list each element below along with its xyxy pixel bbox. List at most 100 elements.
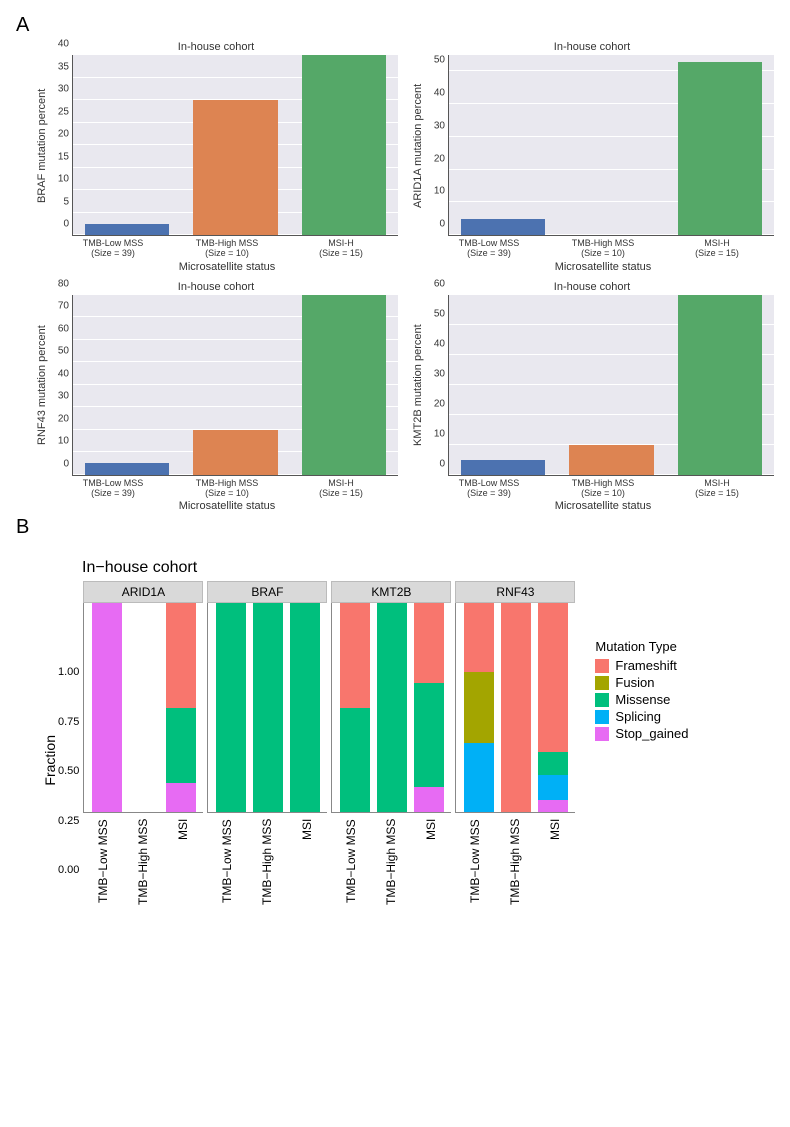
stack-area (331, 603, 451, 813)
xtick-label: TMB-High MSS(Size = 10) (547, 238, 660, 259)
xtick-label: TMB-Low MSS(Size = 39) (57, 478, 170, 499)
xtick-label: TMB−Low MSS (468, 819, 482, 939)
bar (569, 445, 654, 475)
segment (414, 787, 444, 812)
segment (340, 708, 370, 813)
panel-b-yticks: 0.000.250.500.751.00 (58, 666, 83, 876)
xtick-label: MSI-H(Size = 15) (661, 238, 774, 259)
ytick-label: 1.00 (58, 666, 79, 678)
stacked-bar (340, 603, 370, 812)
legend-item: Missense (595, 692, 688, 707)
bar (85, 463, 170, 474)
xtick-label: MSI-H(Size = 15) (285, 238, 398, 259)
xtick-label: MSI (176, 819, 190, 939)
ytick-label: 0.25 (58, 815, 79, 827)
xtick-label: TMB-High MSS(Size = 10) (547, 478, 660, 499)
bar-chart: In-house cohort RNF43 mutation percent 010… (34, 281, 398, 513)
ytick-label: 0 (439, 458, 449, 469)
segment (216, 603, 246, 812)
xtick-label: TMB−Low MSS (220, 819, 234, 939)
ytick-label: 20 (434, 153, 449, 164)
y-axis-label: KMT2B mutation percent (410, 295, 426, 476)
plot-area: 01020304050 (448, 55, 774, 236)
chart-title: In-house cohort (34, 281, 398, 293)
bar (678, 295, 763, 475)
ytick-label: 70 (58, 301, 73, 312)
ytick-label: 80 (58, 278, 73, 289)
plot-area: 01020304050607080 (72, 295, 398, 476)
stacked-bar (290, 603, 320, 812)
ytick-label: 10 (58, 174, 73, 185)
plot-area: 0510152025303540 (72, 55, 398, 236)
facet-strip: BRAF (207, 581, 327, 603)
facet-strip: KMT2B (331, 581, 451, 603)
legend-item: Splicing (595, 709, 688, 724)
facet: BRAFTMB−Low MSSTMB−High MSSMSI (207, 581, 327, 939)
bar (461, 219, 546, 235)
segment (414, 683, 444, 788)
bar (85, 224, 170, 235)
xtick-label: TMB−Low MSS (344, 819, 358, 939)
panel-b-ylabel: Fraction (40, 735, 58, 786)
stack-area (83, 603, 203, 813)
segment (166, 603, 196, 708)
ytick-label: 30 (434, 120, 449, 131)
bar (193, 100, 278, 235)
bar (678, 62, 763, 235)
segment (464, 672, 494, 743)
legend-label: Missense (615, 692, 670, 707)
ytick-label: 60 (58, 323, 73, 334)
bar-chart: In-house cohortBRAF mutation percent0510… (34, 41, 398, 273)
ytick-label: 0.50 (58, 765, 79, 777)
segment (538, 603, 568, 751)
panel-b-title: In−house cohort (82, 559, 579, 577)
stacked-bar (538, 603, 568, 812)
stacked-bar (253, 603, 283, 812)
facet: RNF43TMB−Low MSSTMB−High MSSMSI (455, 581, 575, 939)
xtick-label: MSI-H(Size = 15) (285, 478, 398, 499)
bar-chart: In-house cohortKMT2B mutation percent010… (410, 281, 774, 513)
panel-b-yaxis: Fraction 0.000.250.500.751.00 (40, 581, 83, 939)
stack-area (207, 603, 327, 813)
segment (166, 708, 196, 783)
stack-area (455, 603, 575, 813)
panel-a-grid: In-house cohortBRAF mutation percent0510… (34, 41, 774, 512)
facet: KMT2BTMB−Low MSSTMB−High MSSMSI (331, 581, 451, 939)
panel-a-label: A (16, 14, 790, 37)
ytick-label: 0 (439, 219, 449, 230)
xtick-label: TMB−High MSS (136, 819, 150, 939)
stacked-bar (501, 603, 531, 812)
segment (414, 603, 444, 682)
legend-label: Splicing (615, 709, 661, 724)
x-axis-label: Microsatellite status (56, 500, 398, 512)
panel-b-figure: In−house cohort Fraction 0.000.250.500.7… (40, 559, 579, 939)
ytick-label: 10 (58, 436, 73, 447)
segment (92, 603, 122, 812)
ytick-label: 40 (58, 39, 73, 50)
plot-area: 0102030405060 (448, 295, 774, 476)
ytick-label: 10 (434, 428, 449, 439)
ytick-label: 50 (434, 55, 449, 66)
segment (538, 775, 568, 800)
bar (302, 55, 387, 235)
y-axis-label: RNF43 mutation percent (34, 295, 50, 476)
legend-label: Frameshift (615, 658, 676, 673)
ytick-label: 15 (58, 151, 73, 162)
segment (538, 800, 568, 813)
stacked-bar (414, 603, 444, 812)
ytick-label: 25 (58, 106, 73, 117)
xtick-label: TMB−High MSS (384, 819, 398, 939)
stacked-bar (377, 603, 407, 812)
ytick-label: 20 (58, 413, 73, 424)
segment (377, 603, 407, 812)
ytick-label: 40 (434, 338, 449, 349)
x-axis-label: Microsatellite status (56, 261, 398, 273)
bar (302, 295, 387, 475)
ytick-label: 35 (58, 61, 73, 72)
ytick-label: 0.00 (58, 864, 79, 876)
ytick-label: 40 (434, 88, 449, 99)
segment (464, 743, 494, 812)
ytick-label: 50 (434, 308, 449, 319)
legend-swatch (595, 676, 609, 690)
xtick-label: TMB−High MSS (508, 819, 522, 939)
